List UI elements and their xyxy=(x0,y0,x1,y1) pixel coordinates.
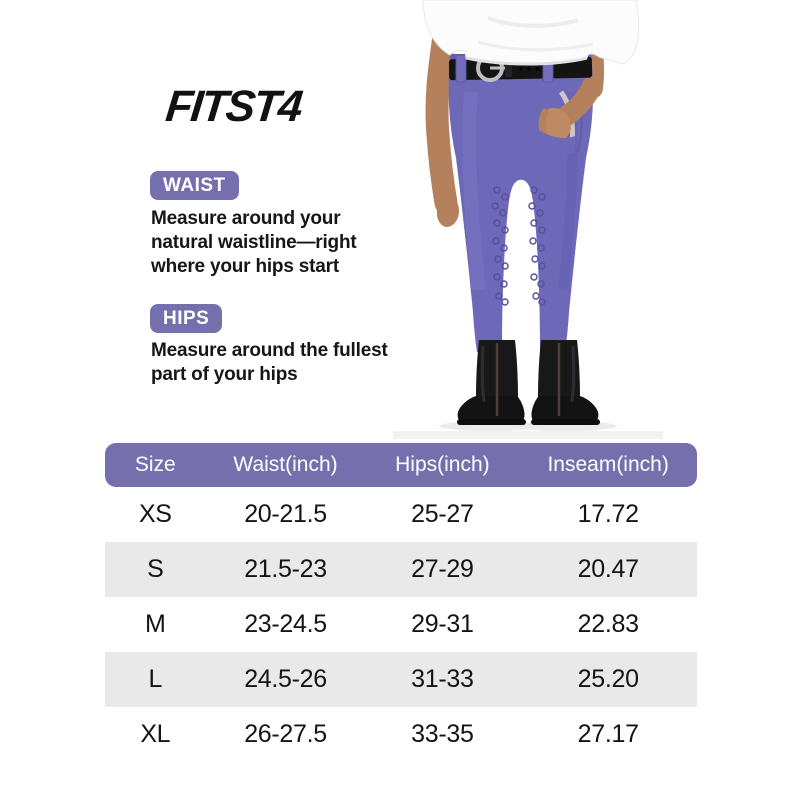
table-cell-waist: 23-24.5 xyxy=(244,610,327,638)
brand-logo: FITST4 xyxy=(163,82,304,131)
table-cell-waist: 24.5-26 xyxy=(244,665,327,693)
table-row: S 21.5-23 27-29 20.47 xyxy=(105,542,697,597)
table-cell-size: M xyxy=(145,610,166,638)
table-cell-inseam: 20.47 xyxy=(577,555,639,583)
table-cell-hips: 29-31 xyxy=(411,610,474,638)
waist-label-badge: WAIST xyxy=(150,171,239,200)
product-photo xyxy=(393,0,663,439)
waist-instruction-line: Measure around your xyxy=(151,208,341,229)
table-cell-inseam: 22.83 xyxy=(577,610,639,638)
paddock-boots xyxy=(457,340,600,425)
hips-label-badge: HIPS xyxy=(150,304,223,333)
table-cell-size: S xyxy=(147,555,164,583)
waist-instruction-text: Measure around your natural waistline—ri… xyxy=(151,207,401,279)
grip-dots-pattern xyxy=(491,186,546,306)
hand-in-pocket xyxy=(538,76,602,154)
column-header-size: Size xyxy=(134,453,176,476)
floor-shadow xyxy=(393,421,663,439)
waist-instruction-line: natural waistline—right xyxy=(151,232,357,253)
table-cell-hips: 31-33 xyxy=(411,665,474,693)
table-cell-inseam: 17.72 xyxy=(577,500,639,528)
waist-instruction-line: where your hips start xyxy=(151,256,339,277)
column-header-hips: Hips(inch) xyxy=(395,453,490,476)
table-cell-waist: 21.5-23 xyxy=(244,555,327,583)
hips-instruction-text: Measure around the fullest part of your … xyxy=(151,339,401,387)
column-header-inseam: Inseam(inch) xyxy=(547,453,669,476)
table-cell-size: XL xyxy=(140,720,171,748)
table-row: XL 26-27.5 33-35 27.17 xyxy=(105,707,697,762)
table-cell-waist: 26-27.5 xyxy=(244,720,327,748)
table-row: L 24.5-26 31-33 25.20 xyxy=(105,652,697,707)
t-shirt xyxy=(422,0,640,66)
table-cell-inseam: 25.20 xyxy=(577,665,639,693)
table-row: M 23-24.5 29-31 22.83 xyxy=(105,597,697,652)
table-cell-hips: 33-35 xyxy=(411,720,474,748)
size-table-header: Size Waist(inch) Hips(inch) Inseam(inch) xyxy=(105,443,697,487)
size-table: Size Waist(inch) Hips(inch) Inseam(inch)… xyxy=(105,443,697,762)
belt-loop xyxy=(455,54,467,83)
table-cell-inseam: 27.17 xyxy=(577,720,639,748)
table-cell-hips: 25-27 xyxy=(411,500,474,528)
table-cell-hips: 27-29 xyxy=(411,555,474,583)
size-table-body: XS 20-21.5 25-27 17.72 S 21.5-23 27-29 20.47 M 23… xyxy=(105,487,697,762)
table-cell-size: XS xyxy=(138,500,172,528)
table-cell-waist: 20-21.5 xyxy=(244,500,327,528)
hips-instruction-line: Measure around the fullest xyxy=(151,340,388,361)
column-header-waist: Waist(inch) xyxy=(233,453,338,476)
hips-instruction-line: part of your hips xyxy=(151,364,298,385)
table-cell-size: L xyxy=(148,665,163,693)
table-row: XS 20-21.5 25-27 17.72 xyxy=(105,487,697,542)
